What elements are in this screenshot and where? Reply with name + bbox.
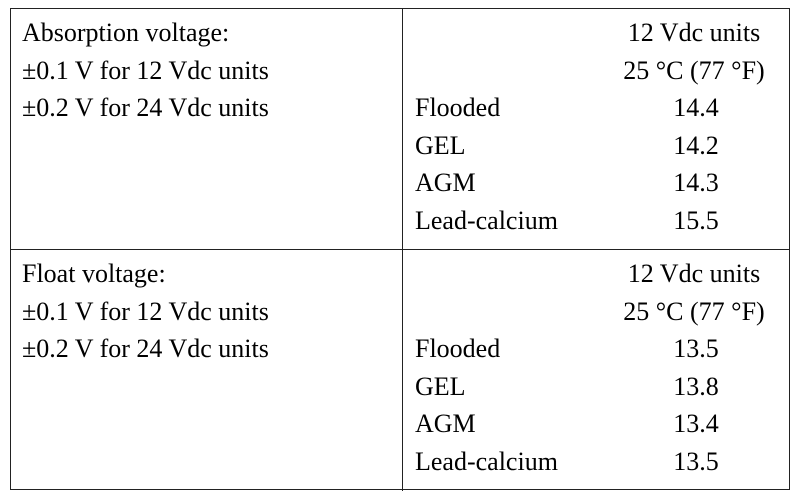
voltage-value: 14.2	[673, 130, 719, 160]
voltage-value: 13.5	[673, 334, 719, 363]
voltage-value: 14.4	[673, 93, 719, 122]
column-header: 25 °C (77 °F)	[623, 55, 765, 85]
description-cell: Float voltage: ±0.1 V for 12 Vdc units ±0.…	[11, 250, 403, 491]
column-header: 12 Vdc units	[627, 259, 761, 288]
description-cell: Absorption voltage: ±0.1 V for 12 Vdc uni…	[11, 9, 403, 249]
voltage-value: 13.5	[673, 446, 719, 476]
table-row: Float voltage: ±0.1 V for 12 Vdc units ±0.…	[11, 249, 789, 491]
battery-type: Lead-calcium	[415, 446, 558, 476]
description-line: Absorption voltage:	[22, 18, 230, 47]
table: Absorption voltage: ±0.1 V for 12 Vdc uni…	[10, 8, 790, 491]
battery-type: Lead-calcium	[415, 205, 558, 235]
column-header: 25 °C (77 °F)	[623, 296, 765, 326]
battery-type: GEL	[415, 130, 466, 160]
values-cell: 12 Vdc units 25 °C (77 °F) Flooded 14.4 GEL 1…	[404, 9, 789, 249]
voltage-value: 13.4	[673, 409, 719, 438]
description-line: ±0.1 V for 12 Vdc units	[22, 55, 269, 85]
battery-type: AGM	[415, 409, 476, 438]
table-row: Absorption voltage: ±0.1 V for 12 Vdc uni…	[11, 9, 789, 249]
column-header: 12 Vdc units	[627, 18, 761, 47]
battery-type: GEL	[415, 371, 466, 401]
battery-type: Flooded	[415, 334, 501, 363]
voltage-value: 13.8	[673, 371, 719, 401]
description-line: ±0.2 V for 24 Vdc units	[22, 93, 269, 122]
voltage-value: 14.3	[673, 168, 719, 197]
battery-type: Flooded	[415, 93, 501, 122]
description-line: ±0.1 V for 12 Vdc units	[22, 296, 269, 326]
voltage-value: 15.5	[673, 205, 719, 235]
description-line: Float voltage:	[22, 259, 166, 288]
description-line: ±0.2 V for 24 Vdc units	[22, 334, 269, 363]
battery-type: AGM	[415, 168, 476, 197]
values-cell: 12 Vdc units 25 °C (77 °F) Flooded 13.5 GEL 1…	[404, 250, 789, 491]
